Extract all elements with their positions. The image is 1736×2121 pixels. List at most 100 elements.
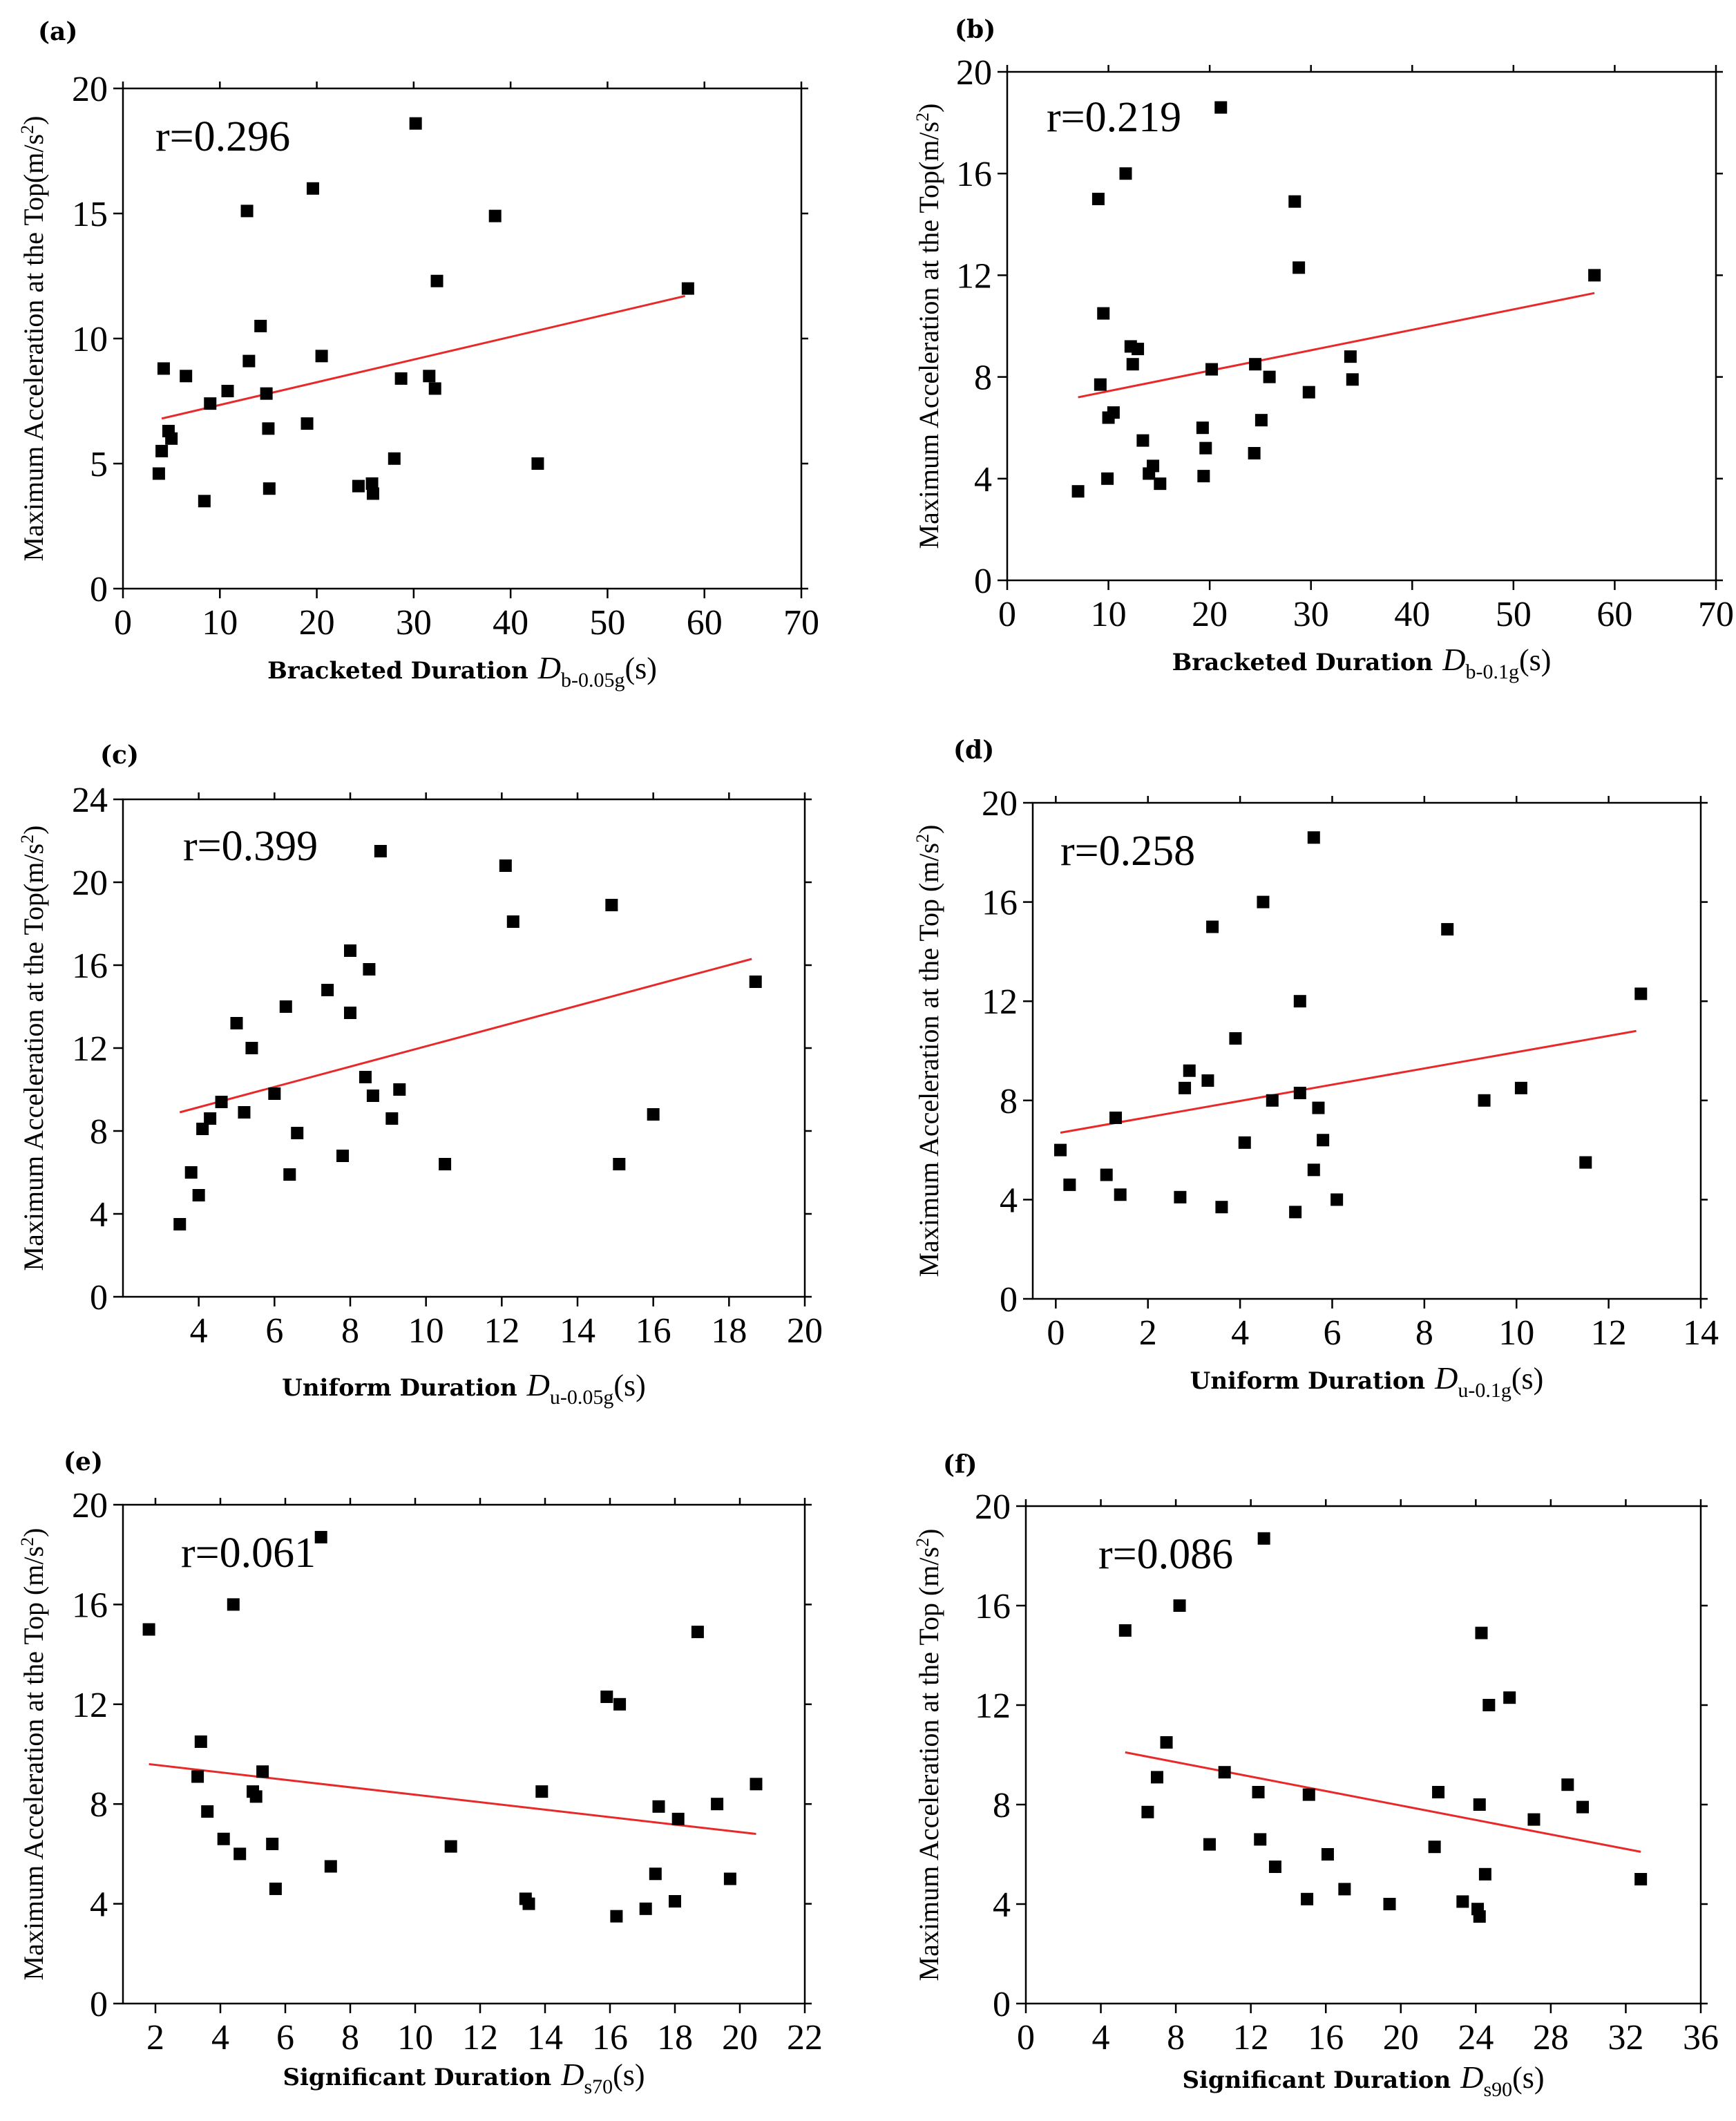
data-point (499, 859, 512, 872)
x-tick-label: 0 (998, 595, 1016, 634)
data-point (262, 422, 275, 435)
x-tick-label: 14 (1683, 1313, 1719, 1353)
x-tick-label: 4 (1231, 1313, 1249, 1353)
data-point (430, 274, 443, 287)
y-tick-label: 12 (72, 1686, 108, 1725)
data-point (613, 1697, 627, 1711)
data-point (1154, 477, 1167, 491)
data-point (1205, 363, 1219, 376)
y-tick-label: 12 (975, 1686, 1011, 1726)
data-point (315, 350, 328, 363)
data-point (1302, 386, 1315, 399)
data-point (723, 1872, 736, 1885)
data-point (1634, 987, 1648, 1000)
y-axis-label-sup: 2 (913, 113, 933, 122)
data-point (1126, 358, 1139, 371)
data-point (1201, 1074, 1214, 1087)
data-point (1199, 441, 1212, 455)
data-point (1514, 1081, 1527, 1094)
x-tick-label: 18 (711, 1311, 747, 1351)
data-point (1229, 1032, 1242, 1045)
data-point (233, 1847, 247, 1861)
data-point (1257, 1532, 1270, 1545)
x-axis-label: Significant Duration Ds90(s) (1182, 2060, 1544, 2101)
data-point (1114, 1188, 1127, 1201)
x-axis-label-subscript: b-0.05g (561, 669, 625, 692)
trend-line (149, 1762, 756, 1836)
data-point (613, 1158, 626, 1170)
x-tick-label: 4 (211, 2018, 229, 2057)
x-tick-label: 32 (1608, 2018, 1643, 2057)
data-point (1214, 101, 1228, 114)
data-point (314, 1530, 327, 1543)
data-point (1263, 370, 1276, 383)
y-tick-label: 4 (974, 460, 992, 500)
data-point (506, 915, 519, 928)
data-point (344, 1007, 356, 1019)
panel-c: 4 6 8 10 12 14 16 18 20 0 4 8 12 16 20 24 (c) r=0.399 Unif… (17, 741, 823, 1409)
data-point (336, 1150, 350, 1162)
x-axis-label-text: Significant Duration (1182, 2066, 1451, 2094)
x-tick-label: 40 (1394, 595, 1430, 634)
data-point (196, 1123, 209, 1135)
data-point (671, 1812, 685, 1825)
data-point (269, 1882, 282, 1895)
data-point (1248, 447, 1261, 459)
x-tick-label: 10 (397, 2018, 433, 2057)
data-point (711, 1798, 724, 1811)
plot-frame (122, 1503, 806, 2005)
data-point (1091, 193, 1105, 205)
data-point (201, 1805, 214, 1818)
data-point (1183, 1064, 1196, 1077)
x-tick-label: 2 (1139, 1313, 1157, 1353)
data-point (1561, 1778, 1574, 1791)
correlation-annotation: r=0.086 (1098, 1531, 1233, 1578)
y-axis-label-text: Maximum Acceleration at the Top(m/s (18, 844, 49, 1271)
data-point (194, 1735, 207, 1748)
data-point (1576, 1800, 1590, 1814)
data-point (192, 1189, 205, 1201)
x-tick-label: 2 (146, 2018, 164, 2057)
y-tick-label: 0 (90, 1985, 108, 2024)
data-point (1346, 373, 1359, 386)
x-tick-label: 30 (1293, 595, 1329, 634)
data-point (283, 1168, 296, 1181)
data-point (306, 182, 319, 195)
panel-label: (b) (955, 15, 995, 44)
x-tick-label: 20 (1383, 2018, 1419, 2057)
trend-line (1060, 1029, 1637, 1134)
y-tick-label: 20 (72, 1486, 108, 1525)
data-point (1119, 167, 1132, 180)
data-point (1338, 1883, 1351, 1896)
data-point (217, 1832, 230, 1845)
data-point (204, 1112, 217, 1125)
data-point (394, 372, 408, 385)
data-point (1174, 1190, 1187, 1204)
x-tick-label: 4 (1092, 2018, 1110, 2057)
data-point (1456, 1895, 1469, 1908)
y-tick-label: 4 (1000, 1181, 1018, 1220)
x-tick-label: 70 (1698, 595, 1734, 634)
y-tick-label: 4 (90, 1885, 108, 1925)
data-point (522, 1897, 535, 1910)
data-point (1428, 1841, 1441, 1854)
x-tick-label: 60 (687, 603, 723, 643)
data-point (1218, 1766, 1231, 1779)
data-point (1179, 1081, 1192, 1094)
data-point (301, 417, 314, 430)
y-tick-label: 20 (975, 1487, 1011, 1527)
correlation-annotation: r=0.258 (1060, 828, 1195, 875)
plot-frame (122, 87, 803, 590)
x-tick-label: 14 (560, 1311, 595, 1351)
y-axis-label-close: ) (913, 825, 944, 834)
data-point (198, 495, 211, 508)
x-axis-label: Bracketed Duration Db-0.05g(s) (267, 650, 657, 692)
x-axis-label-unit: (s) (1512, 2061, 1544, 2095)
data-point (1307, 831, 1320, 844)
data-point (1101, 472, 1114, 485)
data-point (230, 1017, 243, 1029)
y-tick-label: 16 (72, 1586, 108, 1625)
y-axis-label: Maximum Acceleration at the Top(m/s2) (913, 104, 944, 549)
data-point (1317, 1134, 1330, 1147)
y-tick-label: 12 (72, 1029, 108, 1069)
